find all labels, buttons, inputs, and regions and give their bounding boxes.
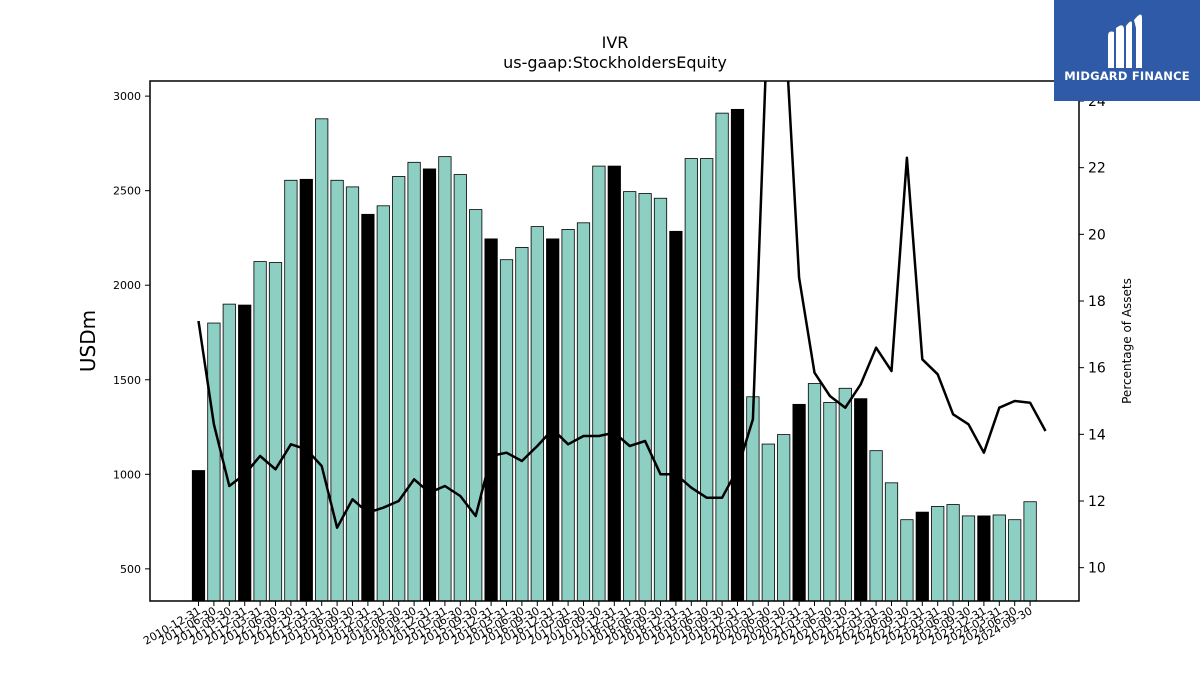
bar-2023-09-30 <box>961 515 976 602</box>
x-axis: 2010-12-312011-06-302011-09-302011-12-31… <box>141 601 1035 648</box>
left-tick-label: 500 <box>120 563 141 576</box>
bar-2019-09-30 <box>715 112 729 602</box>
bar-2013-03-31 <box>315 118 329 602</box>
logo-mark-icon <box>1108 14 1142 69</box>
bar-2019-03-31 <box>684 158 698 602</box>
right-tick-label: 10 <box>1088 561 1106 577</box>
right-tick-label: 20 <box>1088 227 1106 243</box>
bar-2022-06-30 <box>884 482 899 602</box>
bar-2022-12-31 <box>915 511 929 602</box>
right-tick-label: 12 <box>1088 494 1106 510</box>
left-tick-label: 1500 <box>113 374 141 387</box>
bar-2021-12-31 <box>854 398 868 602</box>
left-tick-label: 1000 <box>113 468 141 481</box>
bar-2018-03-31 <box>623 191 637 602</box>
bar-2011-09-30 <box>222 303 236 602</box>
right-tick-label: 22 <box>1088 161 1106 177</box>
bar-2012-03-31 <box>253 261 267 602</box>
bar-2016-06-30 <box>515 246 529 602</box>
left-tick-label: 2500 <box>113 185 141 198</box>
bar-2016-09-30 <box>530 226 544 602</box>
bar-2022-09-30 <box>900 519 914 602</box>
right-tick-label: 18 <box>1088 294 1106 310</box>
brand-logo: MIDGARD FINANCE <box>1054 0 1200 101</box>
bar-2023-12-31 <box>977 515 991 602</box>
left-axis: 500 1000 1500 2000 2500 3000 <box>113 90 150 576</box>
bar-2020-03-31 <box>746 396 760 602</box>
bar-2015-12-31 <box>484 238 498 602</box>
bar-2020-09-30 <box>777 434 791 602</box>
bar-2013-09-30 <box>345 186 360 602</box>
bar-2017-12-31 <box>607 165 621 602</box>
bar-2021-09-30 <box>838 387 852 602</box>
bar-2023-03-31 <box>931 506 945 602</box>
bar-2017-03-31 <box>561 229 575 602</box>
bar-2020-12-31 <box>792 403 806 602</box>
logo-text: MIDGARD FINANCE <box>1064 69 1190 83</box>
bar-2019-06-30 <box>700 158 714 602</box>
left-tick-label: 2000 <box>113 279 141 292</box>
bar-2015-03-31 <box>438 156 452 602</box>
bar-2020-06-30 <box>761 443 775 602</box>
chart-title: IVR <box>602 33 629 52</box>
bar-2017-09-30 <box>592 165 606 602</box>
bar-2014-03-31 <box>376 205 390 602</box>
bar-2014-12-31 <box>422 168 437 602</box>
bar-2018-06-30 <box>638 193 652 602</box>
bar-2016-12-31 <box>546 238 560 602</box>
percentage-of-assets-line <box>197 81 1047 529</box>
bar-2024-09-30 <box>1023 501 1037 602</box>
y-axis-right-label: Percentage of Assets <box>1120 278 1134 404</box>
line-series <box>197 81 1047 529</box>
bar-2014-06-30 <box>392 176 406 602</box>
bar-2011-06-30 <box>207 322 221 602</box>
bar-2017-06-30 <box>576 222 591 602</box>
left-tick-label: 3000 <box>113 90 141 103</box>
bar-2010-12-31 <box>191 470 206 602</box>
bar-2013-06-30 <box>330 179 344 602</box>
bar-2024-03-31 <box>992 514 1006 602</box>
bar-2013-12-31 <box>361 213 375 602</box>
bar-2023-06-30 <box>946 504 960 602</box>
bar-2021-03-31 <box>807 383 822 602</box>
right-tick-label: 16 <box>1088 361 1106 377</box>
bar-2016-03-31 <box>499 259 514 602</box>
bar-2015-06-30 <box>453 174 467 602</box>
bar-2012-09-30 <box>284 179 298 602</box>
bar-2022-03-31 <box>869 450 883 602</box>
bar-2019-12-31 <box>730 108 745 602</box>
bar-2024-06-30 <box>1008 519 1022 602</box>
chart-subtitle: us-gaap:StockholdersEquity <box>503 53 727 72</box>
bar-2012-12-31 <box>299 178 313 602</box>
bar-2021-06-30 <box>823 402 837 602</box>
bar-2015-09-30 <box>469 209 483 602</box>
right-tick-label: 14 <box>1088 427 1106 443</box>
bar-2018-09-30 <box>653 197 668 602</box>
bar-2011-12-31 <box>238 304 252 602</box>
bar-2014-09-30 <box>407 161 421 602</box>
bar-2012-06-30 <box>268 262 283 602</box>
bar-2018-12-31 <box>669 230 683 602</box>
y-axis-label: USDm <box>76 310 100 372</box>
